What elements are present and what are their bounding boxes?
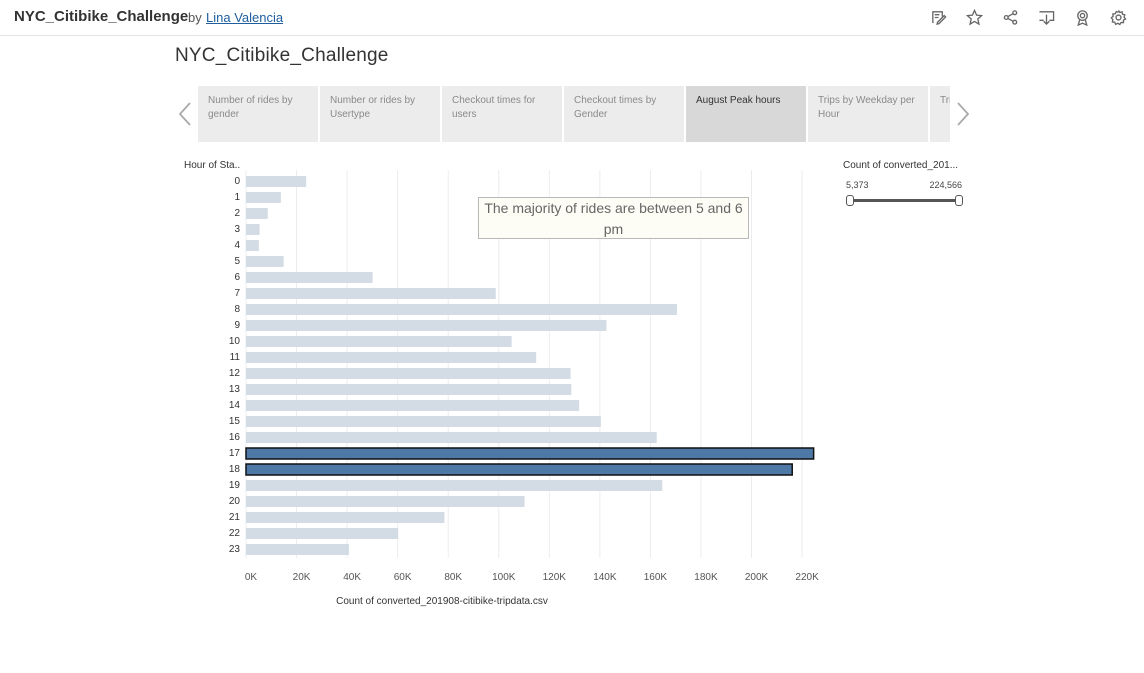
y-tick-label: 4 (234, 240, 240, 251)
share-icon[interactable] (1001, 8, 1020, 27)
y-tick-label: 15 (229, 416, 241, 427)
y-tick-label: 18 (229, 464, 241, 475)
bar-hour-10[interactable] (246, 336, 512, 347)
top-bar: NYC_Citibike_Challenge by Lina Valencia (0, 0, 1144, 36)
x-tick-label: 220K (795, 572, 819, 583)
y-tick-label: 10 (229, 336, 241, 347)
y-tick-label: 7 (234, 288, 240, 299)
y-tick-label: 2 (234, 208, 240, 219)
x-tick-label: 140K (593, 572, 617, 583)
bar-hour-6[interactable] (246, 272, 373, 283)
bar-hour-8[interactable] (246, 304, 677, 315)
story-next-button[interactable] (952, 100, 974, 128)
bar-hour-13[interactable] (246, 384, 572, 395)
story-points: Number of rides by gender Number or ride… (198, 86, 950, 142)
x-tick-label: 180K (694, 572, 718, 583)
story-point-august-peak[interactable]: August Peak hours (686, 86, 806, 142)
bar-hour-2[interactable] (246, 208, 268, 219)
y-tick-label: 1 (234, 192, 240, 203)
dashboard-title: NYC_Citibike_Challenge (175, 45, 389, 66)
y-tick-label: 16 (229, 432, 241, 443)
filter-max-value: 224,566 (929, 180, 962, 190)
y-tick-label: 22 (229, 528, 241, 539)
y-tick-label: 14 (229, 400, 241, 411)
bar-hour-21[interactable] (246, 512, 445, 523)
y-tick-label: 0 (234, 176, 240, 187)
chart-annotation: The majority of rides are between 5 and … (478, 197, 749, 239)
bar-hour-14[interactable] (246, 400, 580, 411)
y-tick-label: 21 (229, 512, 241, 523)
badge-icon[interactable] (1073, 8, 1092, 27)
x-tick-label: 80K (444, 572, 462, 583)
story-point-usertype[interactable]: Number or rides by Usertype (320, 86, 440, 142)
bar-hour-11[interactable] (246, 352, 537, 363)
y-tick-label: 20 (229, 496, 241, 507)
bar-hour-20[interactable] (246, 496, 525, 507)
filter-slider-track[interactable] (850, 199, 960, 202)
y-tick-label: 23 (229, 544, 241, 555)
x-tick-label: 120K (543, 572, 567, 583)
edit-icon[interactable] (929, 8, 948, 27)
x-tick-label: 100K (492, 572, 516, 583)
y-tick-label: 13 (229, 384, 241, 395)
filter-min-value: 5,373 (846, 180, 869, 190)
y-tick-label: 8 (234, 304, 240, 315)
bar-hour-12[interactable] (246, 368, 571, 379)
bar-hour-5[interactable] (246, 256, 284, 267)
filter-title: Count of converted_201... (843, 160, 959, 171)
y-tick-label: 17 (229, 448, 241, 459)
bar-hour-1[interactable] (246, 192, 281, 203)
bar-hour-16[interactable] (246, 432, 657, 443)
download-icon[interactable] (1037, 8, 1056, 27)
story-point-checkout-users[interactable]: Checkout times for users (442, 86, 562, 142)
y-tick-label: 6 (234, 272, 240, 283)
bar-hour-19[interactable] (246, 480, 663, 491)
bar-hour-22[interactable] (246, 528, 399, 539)
workbook-title: NYC_Citibike_Challenge (14, 8, 189, 25)
bar-hour-18[interactable] (245, 463, 793, 476)
x-tick-label: 20K (293, 572, 311, 583)
story-point-weekday-hour[interactable]: Trips by Weekday per Hour (808, 86, 928, 142)
x-tick-label: 160K (644, 572, 668, 583)
y-tick-label: 12 (229, 368, 241, 379)
y-tick-label: 19 (229, 480, 241, 491)
bar-hour-0[interactable] (246, 176, 307, 187)
story-navigator: Number of rides by gender Number or ride… (172, 86, 976, 142)
story-point-gender[interactable]: Number of rides by gender (198, 86, 318, 142)
bar-hour-4[interactable] (246, 240, 259, 251)
bar-hour-3[interactable] (246, 224, 260, 235)
y-axis-header: Hour of Sta.. (184, 160, 241, 171)
bar-hour-15[interactable] (246, 416, 601, 427)
bar-hour-17[interactable] (245, 447, 815, 460)
story-point-checkout-gender[interactable]: Checkout times by Gender (564, 86, 684, 142)
story-prev-button[interactable] (174, 100, 196, 128)
y-tick-label: 11 (230, 352, 241, 363)
star-icon[interactable] (965, 8, 984, 27)
toolbar (929, 8, 1128, 27)
filter-min-handle[interactable] (846, 195, 854, 206)
x-tick-label: 60K (394, 572, 412, 583)
count-filter: Count of converted_201... 5,373 224,566 (843, 160, 965, 206)
x-tick-label: 0K (245, 572, 258, 583)
y-tick-label: 3 (234, 224, 240, 235)
x-tick-label: 40K (343, 572, 361, 583)
bar-hour-7[interactable] (246, 288, 496, 299)
gear-icon[interactable] (1109, 8, 1128, 27)
y-tick-label: 9 (234, 320, 240, 331)
story-point-weekday[interactable]: Trips by Weekday (930, 86, 950, 142)
filter-max-handle[interactable] (955, 195, 963, 206)
y-tick-label: 5 (234, 256, 240, 267)
by-label: by (188, 10, 202, 25)
x-tick-label: 200K (745, 572, 769, 583)
bar-hour-23[interactable] (246, 544, 349, 555)
bar-hour-9[interactable] (246, 320, 607, 331)
author-link[interactable]: Lina Valencia (206, 10, 284, 25)
x-axis-label: Count of converted_201908-citibike-tripd… (336, 596, 548, 607)
